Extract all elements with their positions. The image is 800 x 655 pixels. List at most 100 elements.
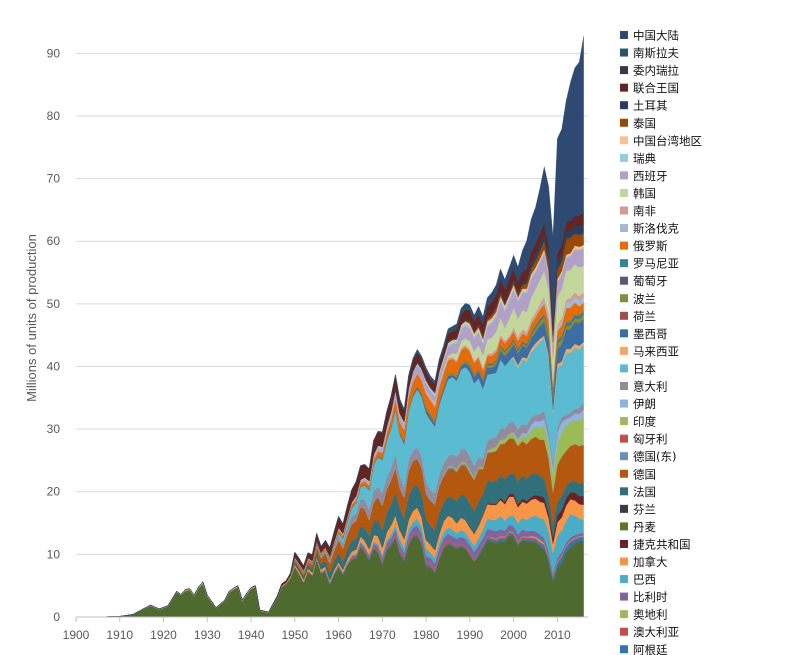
legend-label: 泰国	[633, 116, 656, 130]
legend-swatch	[620, 452, 628, 461]
legend-swatch	[620, 592, 628, 601]
x-tick-label: 1970	[369, 628, 396, 642]
legend-label: 韩国	[633, 186, 656, 200]
legend-label: 日本	[633, 362, 656, 376]
y-tick-label: 0	[53, 610, 60, 624]
legend-label: 南非	[633, 204, 656, 218]
legend-swatch	[620, 83, 628, 92]
legend-label: 罗马尼亚	[633, 257, 679, 271]
legend-swatch	[620, 610, 628, 619]
legend-label: 加拿大	[633, 555, 668, 569]
legend-label: 德国	[633, 467, 656, 481]
legend-label: 西班牙	[633, 169, 668, 183]
legend-label: 匈牙利	[633, 432, 668, 446]
area-series-group	[76, 36, 584, 618]
y-tick-label: 30	[47, 422, 61, 436]
area-series-36	[76, 36, 584, 618]
legend-swatch	[620, 434, 628, 443]
legend-label: 委内瑞拉	[633, 64, 679, 78]
axes: 0 10 20 30 40 50 60 70 80 90 1900 1910 1920 1930 1940 1…	[47, 46, 588, 642]
y-tick-label: 40	[47, 359, 61, 373]
legend-label: 意大利	[633, 380, 668, 394]
x-tick-label: 1900	[63, 628, 90, 642]
legend-label: 土耳其	[633, 99, 668, 113]
y-tick-label: 90	[47, 46, 61, 60]
legend-swatch	[620, 171, 628, 180]
legend-swatch	[620, 118, 628, 127]
legend: 中国大陆南斯拉夫委内瑞拉联合王国土耳其泰国中国台湾地区瑞典西班牙韩国南非斯洛伐克…	[620, 29, 702, 655]
x-tick-label: 2000	[500, 628, 527, 642]
legend-label: 德国(东)	[633, 450, 676, 464]
y-tick-label: 20	[47, 485, 61, 499]
legend-swatch	[620, 346, 628, 355]
legend-swatch	[620, 487, 628, 496]
legend-label: 联合王国	[633, 81, 679, 95]
legend-label: 奥地利	[633, 608, 668, 622]
legend-label: 俄罗斯	[633, 239, 668, 253]
y-tick-label: 50	[47, 297, 61, 311]
legend-swatch	[620, 276, 628, 285]
x-tick-label: 1910	[106, 628, 133, 642]
legend-label: 伊朗	[633, 397, 656, 411]
y-tick-label: 60	[47, 234, 61, 248]
x-tick-label: 1940	[238, 628, 265, 642]
y-tick-label: 80	[47, 109, 61, 123]
legend-label: 马来西亚	[633, 344, 679, 358]
legend-label: 墨西哥	[633, 327, 668, 341]
legend-label: 斯洛伐克	[633, 222, 679, 236]
legend-label: 中国台湾地区	[633, 134, 702, 148]
legend-swatch	[620, 645, 628, 654]
legend-swatch	[620, 241, 628, 250]
legend-swatch	[620, 329, 628, 338]
x-tick-label: 1950	[281, 628, 308, 642]
legend-label: 波兰	[633, 292, 656, 306]
legend-label: 瑞典	[633, 151, 656, 165]
legend-swatch	[620, 627, 628, 636]
legend-swatch	[620, 31, 628, 39]
legend-label: 葡萄牙	[633, 274, 668, 288]
legend-swatch	[620, 539, 628, 548]
legend-label: 澳大利亚	[633, 625, 679, 639]
legend-label: 丹麦	[633, 520, 656, 534]
legend-swatch	[620, 224, 628, 233]
x-tick-label: 1980	[413, 628, 440, 642]
legend-swatch	[620, 206, 628, 215]
legend-label: 中国大陆	[633, 29, 679, 43]
legend-swatch	[620, 469, 628, 478]
x-tick-label: 1990	[456, 628, 483, 642]
legend-swatch	[620, 522, 628, 531]
legend-swatch	[620, 417, 628, 426]
legend-swatch	[620, 575, 628, 584]
legend-swatch	[620, 294, 628, 303]
legend-label: 法国	[633, 485, 656, 499]
legend-swatch	[620, 136, 628, 145]
x-tick-label: 1920	[150, 628, 177, 642]
gridlines	[76, 52, 588, 555]
legend-swatch	[620, 101, 628, 110]
legend-swatch	[620, 311, 628, 320]
legend-label: 荷兰	[633, 309, 656, 323]
legend-swatch	[620, 399, 628, 408]
legend-label: 阿根廷	[633, 643, 668, 655]
legend-swatch	[620, 504, 628, 513]
y-axis-title: Millions of units of production	[24, 234, 39, 402]
legend-label: 捷克共和国	[633, 537, 691, 551]
y-tick-label: 10	[47, 547, 61, 561]
legend-swatch	[620, 48, 628, 57]
legend-label: 印度	[633, 415, 656, 429]
y-tick-label: 70	[47, 172, 61, 186]
legend-label: 比利时	[633, 590, 668, 604]
legend-label: 巴西	[633, 573, 656, 587]
x-tick-label: 2010	[544, 628, 571, 642]
legend-label: 芬兰	[633, 502, 656, 516]
legend-swatch	[620, 66, 628, 75]
legend-label: 南斯拉夫	[633, 46, 679, 60]
x-tick-label: 1960	[325, 628, 352, 642]
legend-swatch	[620, 557, 628, 566]
legend-swatch	[620, 259, 628, 268]
legend-swatch	[620, 153, 628, 162]
legend-swatch	[620, 188, 628, 197]
legend-swatch	[620, 364, 628, 373]
